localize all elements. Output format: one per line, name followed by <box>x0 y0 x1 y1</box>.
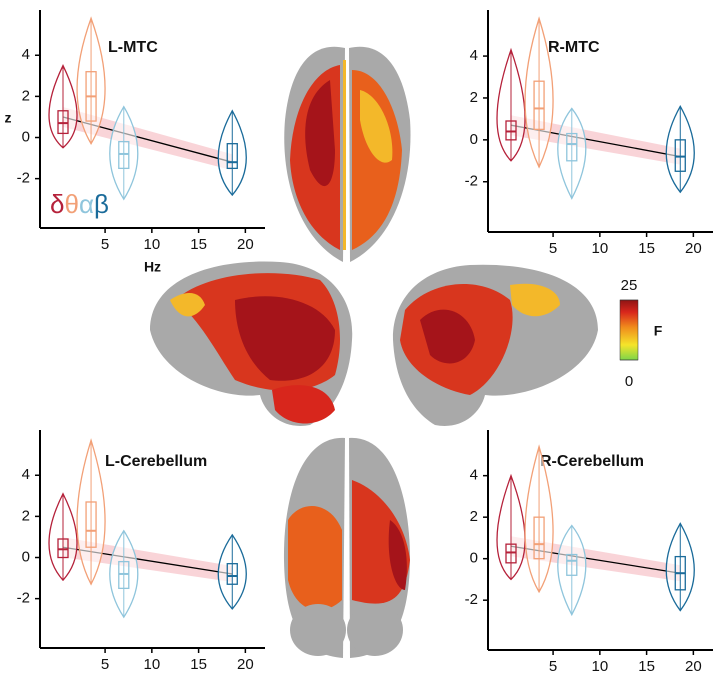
x-tick-label: 15 <box>638 240 655 257</box>
fit-band <box>63 537 233 582</box>
box <box>57 110 69 135</box>
x-tick-label: 10 <box>144 236 161 253</box>
box <box>226 143 238 170</box>
y-tick-label: -2 <box>17 590 30 607</box>
box <box>674 139 686 172</box>
box <box>533 516 545 560</box>
violin-chart: -2 0 2 4 5 10 15 20 L-MTC Hz z δθαβ <box>5 10 265 275</box>
x-tick-label: 5 <box>101 656 109 673</box>
violin-chart: -2 0 2 4 5 10 15 20 L-Cerebellum <box>17 430 265 673</box>
legend: δθαβ <box>50 189 109 219</box>
box <box>118 560 130 590</box>
y-tick-label: 0 <box>22 548 30 565</box>
brain-bottom <box>283 437 410 658</box>
brain-left <box>150 261 353 426</box>
y-tick-label: 4 <box>470 467 478 484</box>
colorbar-tick-label: 0 <box>625 373 633 390</box>
y-tick-label: 2 <box>470 508 478 525</box>
legend-entry: δ <box>50 189 64 219</box>
colorbar-tick-label: 25 <box>621 277 638 294</box>
fit-band <box>63 106 233 171</box>
y-tick-label: -2 <box>17 170 30 187</box>
panel-title: L-MTC <box>108 39 158 56</box>
x-tick-label: 15 <box>190 236 207 253</box>
box <box>566 132 578 162</box>
x-tick-label: 10 <box>592 658 609 675</box>
x-tick-label: 5 <box>101 236 109 253</box>
box <box>533 80 545 131</box>
box <box>57 538 69 559</box>
x-tick-label: 5 <box>549 240 557 257</box>
y-tick-label: 2 <box>22 507 30 524</box>
panel-title: R-MTC <box>548 39 600 56</box>
y-tick-label: -2 <box>465 591 478 608</box>
x-tick-label: 20 <box>237 236 254 253</box>
y-tick-label: 0 <box>470 550 478 567</box>
y-tick-label: 4 <box>22 466 30 483</box>
y-tick-label: 2 <box>22 87 30 104</box>
x-tick-label: 15 <box>638 658 655 675</box>
box <box>85 501 97 548</box>
fit-band <box>511 536 681 582</box>
x-axis-label: Hz <box>144 259 161 275</box>
y-tick-label: -2 <box>465 173 478 190</box>
y-tick-label: 4 <box>22 46 30 63</box>
box <box>505 120 517 141</box>
violin-chart: -2 0 2 4 5 10 15 20 R-Cerebellum <box>465 430 713 675</box>
x-tick-label: 10 <box>144 656 161 673</box>
x-tick-label: 20 <box>685 658 702 675</box>
y-tick-label: 4 <box>470 47 478 64</box>
colorbar-label: F <box>654 323 663 339</box>
x-tick-label: 20 <box>685 240 702 257</box>
box <box>118 140 130 170</box>
legend-entry: β <box>94 189 109 219</box>
colorbar <box>619 299 639 361</box>
fit-band <box>511 115 681 165</box>
x-tick-label: 20 <box>237 656 254 673</box>
legend-entry: θ <box>64 189 78 219</box>
panel-title: R-Cerebellum <box>540 453 644 470</box>
y-tick-label: 2 <box>470 89 478 106</box>
x-tick-label: 15 <box>190 656 207 673</box>
panel-title: L-Cerebellum <box>105 453 207 470</box>
y-axis-label: z <box>5 110 12 126</box>
x-tick-label: 10 <box>592 240 609 257</box>
box <box>226 563 238 585</box>
legend-entry: α <box>79 189 94 219</box>
x-tick-label: 5 <box>549 658 557 675</box>
box <box>505 543 517 564</box>
brain-top <box>284 46 411 262</box>
box <box>566 553 578 576</box>
y-tick-label: 0 <box>22 128 30 145</box>
violin-chart: -2 0 2 4 5 10 15 20 R-MTC <box>465 10 713 257</box>
y-tick-label: 0 <box>470 131 478 148</box>
brain-right <box>392 264 598 426</box>
